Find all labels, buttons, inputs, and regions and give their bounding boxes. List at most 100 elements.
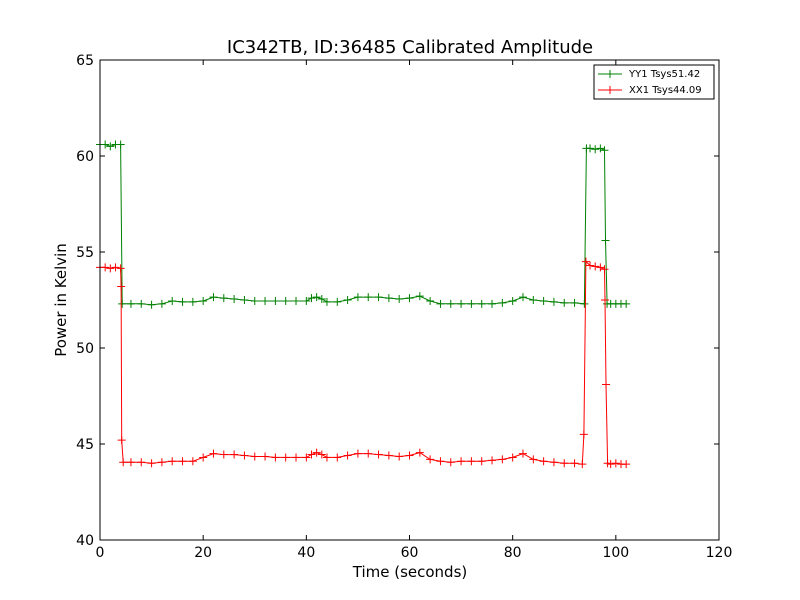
data-point-marker bbox=[596, 144, 605, 153]
data-point-marker bbox=[578, 460, 587, 469]
data-point-marker bbox=[322, 297, 331, 306]
data-point-marker bbox=[529, 455, 538, 464]
y-axis-label: Power in Kelvin bbox=[52, 243, 70, 357]
data-point-marker bbox=[591, 262, 600, 271]
data-point-marker bbox=[307, 294, 316, 303]
data-point-marker bbox=[395, 295, 404, 304]
data-point-marker bbox=[488, 299, 497, 308]
data-point-marker bbox=[602, 380, 611, 389]
data-point-marker bbox=[292, 453, 301, 462]
data-point-marker bbox=[230, 450, 239, 459]
data-point-marker bbox=[199, 296, 208, 305]
data-point-marker bbox=[415, 292, 424, 301]
data-point-marker bbox=[426, 455, 435, 464]
data-point-marker bbox=[333, 297, 342, 306]
data-point-marker bbox=[317, 450, 326, 459]
x-tick-label: 100 bbox=[602, 545, 629, 561]
x-axis-label: Time (seconds) bbox=[352, 563, 468, 581]
data-point-marker bbox=[415, 448, 424, 457]
data-point-marker bbox=[271, 296, 280, 305]
data-point-marker bbox=[426, 296, 435, 305]
data-point-marker bbox=[622, 460, 631, 469]
data-point-marker bbox=[436, 457, 445, 466]
series-xx1 bbox=[96, 257, 631, 469]
data-point-marker bbox=[101, 263, 110, 272]
data-point-marker bbox=[343, 451, 352, 460]
data-point-marker bbox=[606, 460, 615, 469]
legend-marker-xx1 bbox=[606, 86, 614, 94]
data-point-marker bbox=[457, 299, 466, 308]
data-point-marker bbox=[560, 459, 569, 468]
legend-box bbox=[593, 64, 715, 100]
y-tick-label: 40 bbox=[76, 533, 94, 549]
data-point-marker bbox=[137, 299, 146, 308]
data-point-marker bbox=[168, 296, 177, 305]
data-point-marker bbox=[261, 296, 270, 305]
series-line bbox=[100, 144, 627, 306]
data-point-marker bbox=[374, 293, 383, 302]
data-point-marker bbox=[488, 456, 497, 465]
y-tick-label: 45 bbox=[76, 437, 94, 453]
data-point-marker bbox=[312, 293, 321, 302]
series-line bbox=[100, 260, 627, 465]
data-point-marker bbox=[529, 296, 538, 304]
data-point-marker bbox=[508, 453, 517, 462]
data-point-marker bbox=[560, 298, 569, 307]
data-point-marker bbox=[312, 448, 321, 457]
data-point-marker bbox=[581, 257, 590, 266]
data-point-marker bbox=[101, 140, 110, 149]
x-tick-label: 20 bbox=[194, 545, 212, 561]
data-point-marker bbox=[209, 293, 218, 302]
legend: YY1 Tsys51.42 XX1 Tsys44.09 bbox=[593, 64, 715, 100]
data-point-marker bbox=[168, 457, 177, 466]
data-point-marker bbox=[586, 144, 595, 153]
plot-lines bbox=[96, 140, 631, 469]
data-point-marker bbox=[539, 296, 548, 305]
data-point-marker bbox=[384, 451, 393, 460]
data-point-marker bbox=[591, 145, 600, 154]
data-point-marker bbox=[364, 293, 373, 302]
data-point-marker bbox=[436, 299, 445, 308]
data-point-marker bbox=[395, 452, 404, 461]
data-point-marker bbox=[343, 296, 352, 304]
data-point-marker bbox=[188, 297, 197, 306]
data-point-marker bbox=[467, 299, 476, 308]
data-point-marker bbox=[230, 295, 239, 304]
data-point-marker bbox=[446, 458, 455, 467]
data-point-marker bbox=[157, 458, 166, 467]
data-point-marker bbox=[549, 458, 558, 467]
data-point-marker bbox=[600, 146, 609, 155]
data-point-marker bbox=[353, 449, 362, 458]
data-point-marker bbox=[116, 140, 125, 149]
data-point-marker bbox=[384, 294, 393, 303]
data-point-marker bbox=[374, 450, 383, 459]
data-point-marker bbox=[570, 298, 579, 307]
data-point-marker bbox=[549, 297, 558, 306]
data-point-marker bbox=[322, 453, 331, 462]
data-point-marker bbox=[622, 299, 631, 308]
data-point-marker bbox=[178, 457, 187, 466]
data-point-marker bbox=[333, 453, 342, 462]
y-tick-label: 65 bbox=[76, 53, 94, 69]
data-point-marker bbox=[477, 299, 486, 308]
data-point-marker bbox=[596, 263, 605, 272]
data-point-marker bbox=[209, 449, 218, 458]
data-point-marker bbox=[106, 142, 115, 151]
data-point-marker bbox=[307, 450, 316, 459]
y-tick-label: 55 bbox=[76, 245, 94, 261]
data-point-marker bbox=[157, 299, 166, 308]
data-point-marker bbox=[600, 265, 609, 274]
x-tick-label: 0 bbox=[96, 545, 105, 561]
x-tick-label: 40 bbox=[297, 545, 315, 561]
series-yy1 bbox=[96, 140, 631, 309]
data-point-marker bbox=[292, 296, 301, 305]
x-tick-label: 80 bbox=[504, 545, 522, 561]
data-point-marker bbox=[518, 293, 527, 302]
data-point-marker bbox=[611, 459, 620, 468]
data-point-marker bbox=[601, 296, 610, 304]
data-point-marker bbox=[117, 436, 126, 445]
legend-marker-yy1 bbox=[606, 70, 614, 78]
data-point-marker bbox=[240, 296, 249, 304]
x-tick-label: 120 bbox=[706, 545, 733, 561]
data-point-marker bbox=[188, 457, 197, 466]
